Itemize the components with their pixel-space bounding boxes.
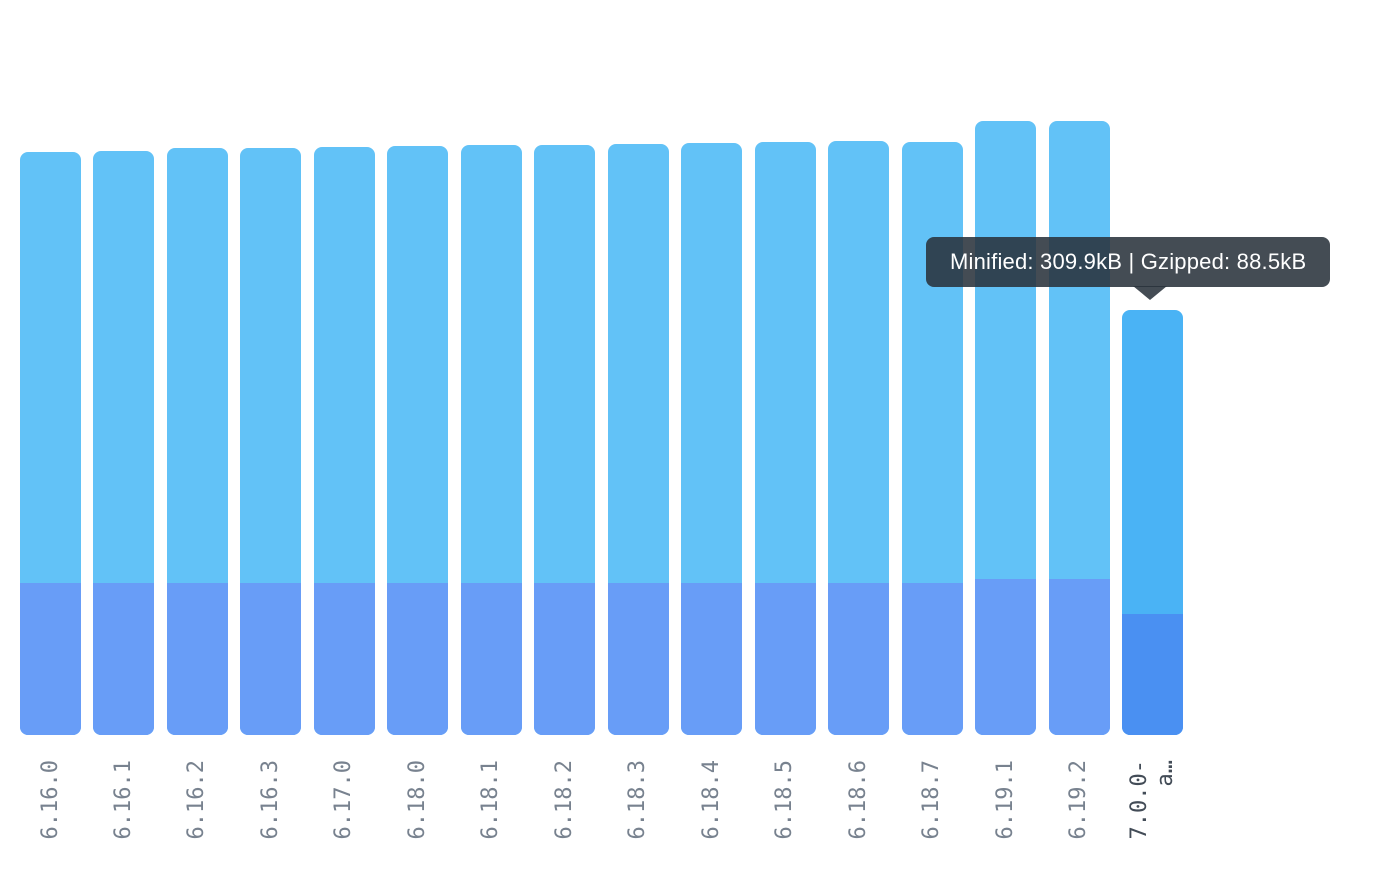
x-axis-label: 6.17.0 (331, 760, 357, 840)
tooltip-arrow (1133, 286, 1167, 300)
x-axis-label: 6.19.2 (1066, 760, 1092, 840)
version-bar[interactable] (607, 144, 669, 735)
x-axis-label: 6.16.1 (110, 760, 136, 840)
version-bar[interactable] (975, 121, 1037, 735)
gzipped-segment (607, 583, 669, 735)
version-bar[interactable] (240, 148, 302, 735)
version-bar[interactable] (828, 141, 890, 735)
gzipped-segment (534, 583, 596, 735)
x-axis-label: 6.16.2 (184, 760, 210, 840)
x-axis-label: 6.18.3 (625, 760, 651, 840)
x-axis-label: 6.16.3 (257, 760, 283, 840)
x-axis-label: 6.18.2 (551, 760, 577, 840)
gzipped-segment (681, 583, 743, 735)
x-axis-label: 7.0.0- a… (1126, 760, 1178, 840)
gzipped-segment (1048, 579, 1110, 735)
x-axis-label: 6.18.5 (772, 760, 798, 840)
version-bar[interactable] (901, 142, 963, 735)
gzipped-segment (828, 583, 890, 735)
gzipped-segment (754, 583, 816, 735)
x-axis-label: 6.19.1 (992, 760, 1018, 840)
version-bar[interactable] (1048, 121, 1110, 735)
version-bar[interactable] (754, 142, 816, 735)
version-bar[interactable] (460, 145, 522, 735)
gzipped-segment (166, 583, 228, 735)
version-bar[interactable] (20, 152, 81, 735)
gzipped-segment (460, 583, 522, 735)
version-bar[interactable] (387, 146, 449, 735)
x-axis-label: 6.18.7 (919, 760, 945, 840)
gzipped-segment (93, 583, 155, 735)
version-bar[interactable] (1122, 310, 1184, 735)
version-bar[interactable] (313, 147, 375, 735)
gzipped-segment (240, 583, 302, 735)
gzipped-segment (387, 583, 449, 735)
gzipped-segment (901, 583, 963, 735)
x-axis-label: 6.16.0 (37, 760, 63, 840)
version-bar[interactable] (166, 148, 228, 735)
gzipped-segment (20, 583, 81, 735)
version-bar[interactable] (681, 143, 743, 735)
x-axis-label: 6.18.0 (404, 760, 430, 840)
size-tooltip: Minified: 309.9kB | Gzipped: 88.5kB (926, 237, 1331, 287)
gzipped-segment (313, 583, 375, 735)
gzipped-segment (975, 579, 1037, 735)
x-axis-label: 6.18.4 (698, 760, 724, 840)
x-axis-label: 6.18.6 (845, 760, 871, 840)
version-bar[interactable] (534, 145, 596, 735)
x-axis-label: 6.18.1 (478, 760, 504, 840)
gzipped-segment (1122, 614, 1184, 735)
version-bar[interactable] (93, 151, 155, 735)
